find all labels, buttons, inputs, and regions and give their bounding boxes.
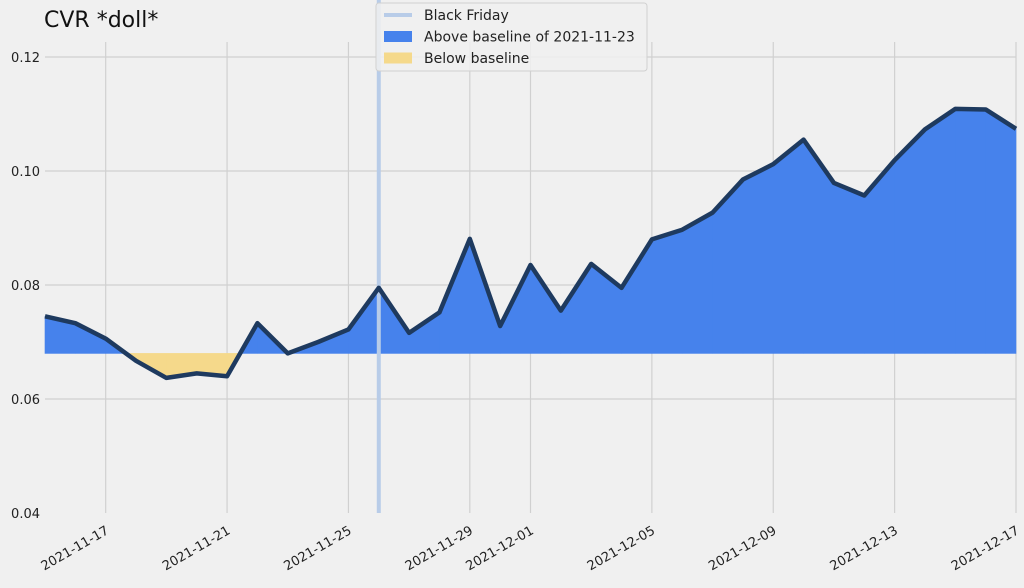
y-tick-label: 0.10 (11, 165, 40, 180)
x-tick-label: 2021-12-09 (706, 523, 779, 574)
legend-swatch (384, 52, 412, 64)
cvr-series-line (44, 106, 1018, 381)
series-lines (44, 0, 1018, 513)
legend-box (375, 2, 648, 72)
x-tick-label: 2021-12-13 (828, 523, 901, 574)
x-tick-label: 2021-11-29 (403, 523, 476, 574)
x-tick-label: 2021-11-25 (281, 523, 354, 574)
legend-label: Above baseline of 2021-11-23 (424, 30, 635, 46)
y-tick-label: 0.06 (11, 393, 40, 408)
x-tick-label: 2021-12-17 (949, 523, 1022, 574)
legend: Black Friday Above baseline of 2021-11-23… (375, 2, 648, 72)
y-tick-label: 0.12 (11, 51, 40, 66)
x-tick-label: 2021-12-05 (585, 523, 658, 574)
y-tick-label: 0.04 (11, 507, 40, 522)
x-tick-label: 2021-12-01 (464, 523, 537, 574)
y-tick-labels: 0.04 0.06 0.08 0.10 0.12 (11, 51, 40, 522)
legend-label: Black Friday (424, 8, 509, 24)
x-tick-labels: 2021-11-17 2021-11-21 2021-11-25 2021-11-29… (39, 523, 1022, 574)
x-tick-label: 2021-11-17 (39, 523, 112, 574)
legend-label: Below baseline (424, 51, 529, 67)
chart-title: CVR *doll* (44, 8, 158, 33)
x-tick-label: 2021-11-21 (160, 523, 233, 574)
legend-swatch (384, 31, 412, 42)
y-tick-label: 0.08 (11, 279, 40, 294)
